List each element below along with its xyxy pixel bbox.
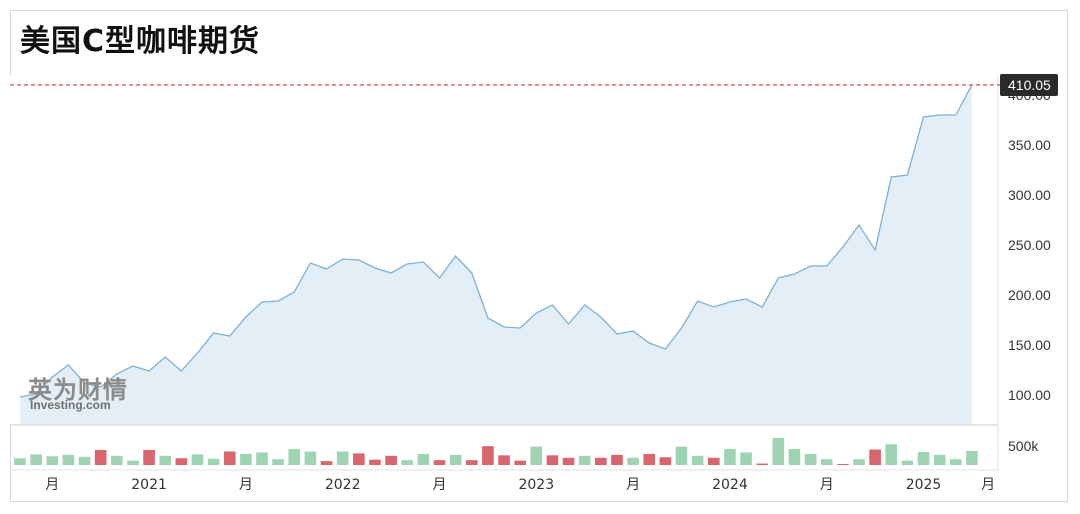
y-tick-label: 250.00 (1008, 237, 1051, 253)
volume-bar-46 (756, 463, 768, 465)
volume-bar-3 (62, 454, 75, 465)
x-tick-label: 月 (432, 477, 446, 493)
watermark-logo-cn: 英为财情 (28, 376, 128, 404)
volume-bar-6 (110, 455, 123, 465)
watermark-logo-en: Investing.com (30, 398, 111, 412)
price-series-line (19, 84, 973, 398)
volume-bar-22 (369, 459, 381, 465)
price-area-fill (20, 84, 972, 426)
volume-bar-2 (46, 456, 59, 465)
volume-bar-39 (643, 453, 656, 465)
last-price-label: 410.05 (1008, 77, 1051, 93)
volume-bar-42 (691, 455, 704, 465)
volume-bar-51 (837, 464, 849, 465)
volume-bar-5 (94, 450, 107, 465)
volume-bar-15 (256, 452, 268, 465)
x-axis-ticks: 月 2021 月 2022 月 2023 月 2024 月 2025 月 (45, 477, 995, 493)
volume-bar-34 (562, 457, 575, 465)
volume-bar-43 (707, 457, 720, 465)
volume-bar-10 (175, 458, 188, 465)
y-tick-label: 200.00 (1008, 287, 1051, 303)
volume-bar-45 (740, 452, 752, 465)
volume-bar-1 (30, 454, 42, 465)
volume-bar-13 (223, 451, 236, 465)
volume-axis-label: 500k (1008, 438, 1039, 454)
x-tick-label: 2025 (906, 477, 942, 493)
x-tick-label: 月 (239, 477, 253, 493)
volume-bar-37 (611, 454, 623, 465)
volume-bar-41 (675, 446, 688, 465)
volume-bar-40 (659, 457, 672, 465)
x-tick-label: 月 (981, 477, 995, 493)
volume-bar-24 (401, 460, 414, 465)
last-price-label-bg (1000, 73, 1058, 96)
x-tick-label: 2021 (131, 477, 167, 493)
volume-bar-57 (933, 454, 946, 465)
volume-bar-19 (320, 461, 333, 465)
volume-bar-31 (514, 460, 526, 465)
x-tick-label: 2024 (712, 477, 748, 493)
volume-bar-20 (336, 451, 349, 465)
y-axis-ticks: 100.00150.00200.00250.00300.00350.00400.… (1008, 87, 1051, 403)
volume-bar-14 (240, 453, 252, 465)
volume-bar-53 (869, 449, 881, 465)
volume-bar-23 (385, 455, 397, 465)
y-tick-label: 100.00 (1008, 387, 1051, 403)
volume-bar-59 (966, 450, 978, 465)
volume-bar-56 (917, 451, 930, 465)
volume-bar-26 (433, 460, 446, 465)
volume-bar-47 (772, 437, 785, 465)
y-tick-label: 350.00 (1008, 137, 1051, 153)
volume-bar-8 (143, 450, 155, 465)
volume-bar-29 (482, 446, 494, 465)
volume-bar-54 (885, 444, 898, 465)
x-tick-label: 2023 (518, 477, 554, 493)
x-tick-label: 2022 (325, 477, 361, 493)
volume-bar-55 (901, 460, 914, 465)
volume-bar-7 (127, 460, 139, 465)
x-tick-label: 月 (820, 477, 834, 493)
x-tick-label: 月 (626, 477, 640, 493)
volume-bar-11 (191, 454, 204, 465)
volume-bar-32 (530, 446, 543, 465)
page-title: 美国C型咖啡期货 (20, 24, 261, 59)
volume-bar-49 (804, 453, 817, 465)
volume-bar-44 (724, 449, 736, 465)
volume-bar-48 (788, 449, 801, 465)
volume-bar-33 (546, 455, 559, 465)
volume-bar-25 (417, 453, 430, 465)
volume-bar-30 (498, 455, 510, 465)
volume-bar-52 (853, 459, 865, 465)
volume-bar-17 (288, 449, 301, 465)
x-tick-label: 月 (45, 477, 59, 493)
volume-bar-27 (449, 454, 462, 465)
volume-bar-50 (820, 459, 833, 465)
volume-bar-9 (159, 455, 172, 465)
volume-bar-36 (595, 457, 607, 465)
y-tick-label: 300.00 (1008, 187, 1051, 203)
volume-bar-38 (627, 457, 639, 465)
volume-bar-28 (465, 460, 478, 465)
volume-bar-18 (304, 451, 317, 465)
volume-bar-35 (578, 455, 591, 465)
volume-bar-12 (207, 458, 220, 465)
volume-bars (14, 437, 978, 465)
volume-bar-58 (949, 459, 962, 465)
volume-bar-4 (78, 456, 91, 465)
volume-bar-0 (14, 458, 26, 465)
volume-bar-21 (353, 453, 365, 465)
y-tick-label: 150.00 (1008, 337, 1051, 353)
volume-bar-16 (272, 459, 284, 465)
